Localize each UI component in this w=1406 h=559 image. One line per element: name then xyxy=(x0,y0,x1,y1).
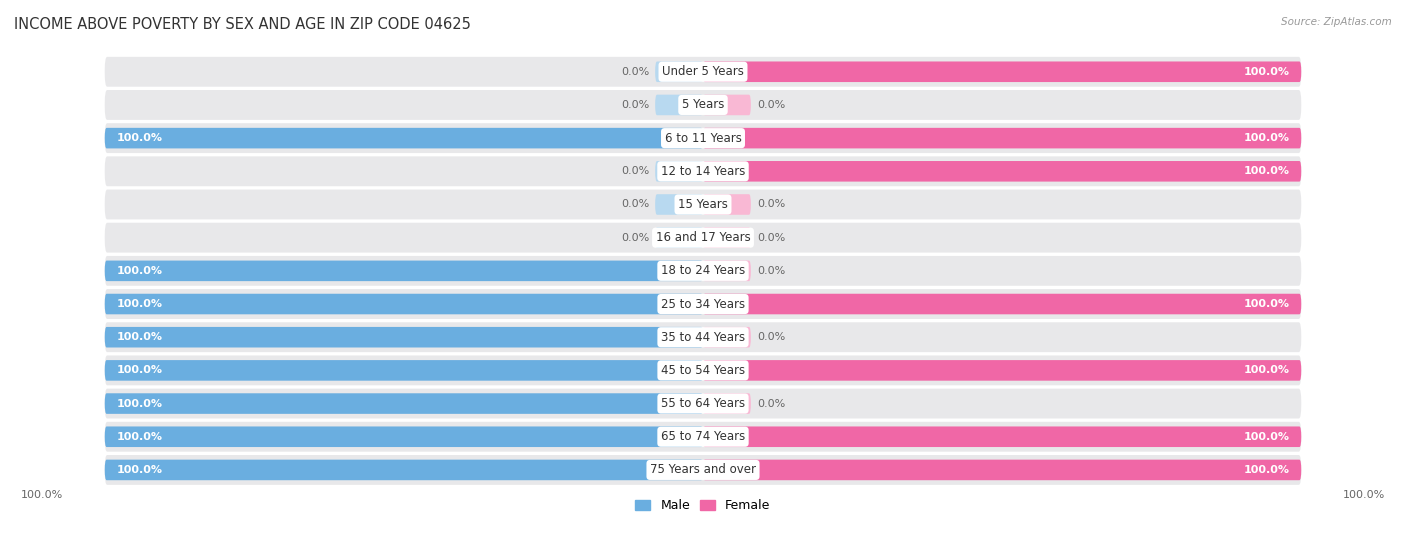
Text: Source: ZipAtlas.com: Source: ZipAtlas.com xyxy=(1281,17,1392,27)
Text: 100.0%: 100.0% xyxy=(117,399,163,409)
FancyBboxPatch shape xyxy=(104,323,1302,352)
Text: 75 Years and over: 75 Years and over xyxy=(650,463,756,476)
FancyBboxPatch shape xyxy=(104,394,703,414)
Text: Under 5 Years: Under 5 Years xyxy=(662,65,744,78)
Text: 0.0%: 0.0% xyxy=(756,332,785,342)
Text: 0.0%: 0.0% xyxy=(621,200,650,210)
FancyBboxPatch shape xyxy=(703,194,751,215)
FancyBboxPatch shape xyxy=(104,123,1302,153)
FancyBboxPatch shape xyxy=(703,61,1302,82)
FancyBboxPatch shape xyxy=(104,190,1302,220)
Legend: Male, Female: Male, Female xyxy=(630,494,776,517)
Text: 100.0%: 100.0% xyxy=(117,332,163,342)
FancyBboxPatch shape xyxy=(104,422,1302,452)
Text: 16 and 17 Years: 16 and 17 Years xyxy=(655,231,751,244)
Text: 100.0%: 100.0% xyxy=(117,299,163,309)
Text: 0.0%: 0.0% xyxy=(621,100,650,110)
Text: 0.0%: 0.0% xyxy=(756,200,785,210)
Text: 25 to 34 Years: 25 to 34 Years xyxy=(661,297,745,311)
FancyBboxPatch shape xyxy=(104,90,1302,120)
FancyBboxPatch shape xyxy=(655,61,703,82)
Text: 0.0%: 0.0% xyxy=(621,67,650,77)
FancyBboxPatch shape xyxy=(104,327,703,348)
FancyBboxPatch shape xyxy=(104,260,703,281)
FancyBboxPatch shape xyxy=(104,289,1302,319)
FancyBboxPatch shape xyxy=(104,128,703,148)
Text: 65 to 74 Years: 65 to 74 Years xyxy=(661,430,745,443)
FancyBboxPatch shape xyxy=(104,389,1302,419)
Text: 45 to 54 Years: 45 to 54 Years xyxy=(661,364,745,377)
FancyBboxPatch shape xyxy=(703,228,751,248)
FancyBboxPatch shape xyxy=(104,293,703,314)
FancyBboxPatch shape xyxy=(655,161,703,182)
Text: 100.0%: 100.0% xyxy=(117,266,163,276)
FancyBboxPatch shape xyxy=(703,260,751,281)
FancyBboxPatch shape xyxy=(104,427,703,447)
Text: INCOME ABOVE POVERTY BY SEX AND AGE IN ZIP CODE 04625: INCOME ABOVE POVERTY BY SEX AND AGE IN Z… xyxy=(14,17,471,32)
Text: 100.0%: 100.0% xyxy=(1243,133,1289,143)
Text: 55 to 64 Years: 55 to 64 Years xyxy=(661,397,745,410)
Text: 15 Years: 15 Years xyxy=(678,198,728,211)
Text: 100.0%: 100.0% xyxy=(1243,465,1289,475)
FancyBboxPatch shape xyxy=(655,228,703,248)
Text: 100.0%: 100.0% xyxy=(1243,366,1289,376)
Text: 0.0%: 0.0% xyxy=(756,100,785,110)
FancyBboxPatch shape xyxy=(104,356,1302,385)
FancyBboxPatch shape xyxy=(655,194,703,215)
Text: 0.0%: 0.0% xyxy=(621,233,650,243)
FancyBboxPatch shape xyxy=(104,256,1302,286)
FancyBboxPatch shape xyxy=(104,57,1302,87)
Text: 35 to 44 Years: 35 to 44 Years xyxy=(661,331,745,344)
Text: 100.0%: 100.0% xyxy=(1243,167,1289,176)
Text: 100.0%: 100.0% xyxy=(1343,490,1385,500)
Text: 0.0%: 0.0% xyxy=(756,399,785,409)
FancyBboxPatch shape xyxy=(104,157,1302,186)
Text: 100.0%: 100.0% xyxy=(1243,67,1289,77)
Text: 6 to 11 Years: 6 to 11 Years xyxy=(665,131,741,145)
FancyBboxPatch shape xyxy=(104,222,1302,253)
FancyBboxPatch shape xyxy=(703,459,1302,480)
FancyBboxPatch shape xyxy=(703,161,1302,182)
FancyBboxPatch shape xyxy=(703,94,751,115)
FancyBboxPatch shape xyxy=(655,94,703,115)
Text: 5 Years: 5 Years xyxy=(682,98,724,111)
FancyBboxPatch shape xyxy=(703,128,1302,148)
Text: 100.0%: 100.0% xyxy=(117,465,163,475)
FancyBboxPatch shape xyxy=(104,455,1302,485)
Text: 0.0%: 0.0% xyxy=(756,233,785,243)
Text: 100.0%: 100.0% xyxy=(117,432,163,442)
Text: 100.0%: 100.0% xyxy=(1243,299,1289,309)
FancyBboxPatch shape xyxy=(703,327,751,348)
Text: 0.0%: 0.0% xyxy=(621,167,650,176)
Text: 100.0%: 100.0% xyxy=(1243,432,1289,442)
Text: 18 to 24 Years: 18 to 24 Years xyxy=(661,264,745,277)
FancyBboxPatch shape xyxy=(703,427,1302,447)
FancyBboxPatch shape xyxy=(104,360,703,381)
FancyBboxPatch shape xyxy=(104,459,703,480)
Text: 100.0%: 100.0% xyxy=(21,490,63,500)
Text: 12 to 14 Years: 12 to 14 Years xyxy=(661,165,745,178)
Text: 100.0%: 100.0% xyxy=(117,133,163,143)
Text: 0.0%: 0.0% xyxy=(756,266,785,276)
Text: 100.0%: 100.0% xyxy=(117,366,163,376)
FancyBboxPatch shape xyxy=(703,293,1302,314)
FancyBboxPatch shape xyxy=(703,360,1302,381)
FancyBboxPatch shape xyxy=(703,394,751,414)
